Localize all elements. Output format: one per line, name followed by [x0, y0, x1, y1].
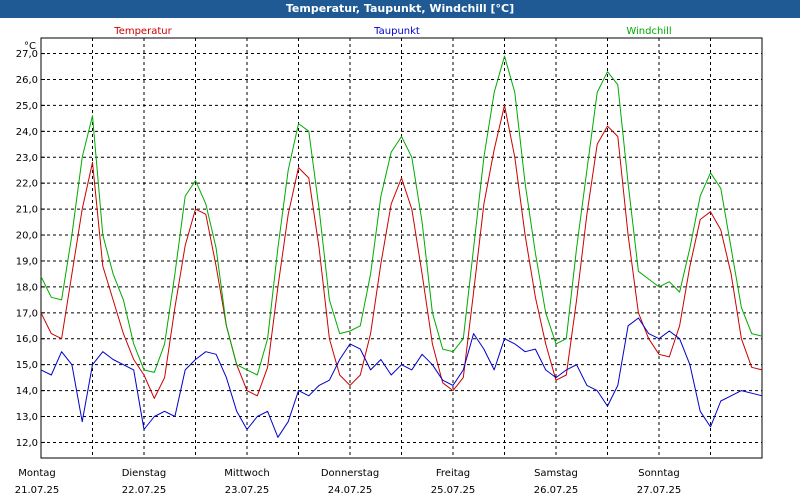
legend-item-temperatur: Temperatur — [113, 26, 172, 37]
x-date-label: 22.07.25 — [122, 485, 167, 496]
legend-item-taupunkt: Taupunkt — [373, 26, 420, 37]
line-chart: 12,0 13,0 14,0 15,0 16,0 17,0 18,0 19,0 20,0 21,0… — [15, 26, 763, 496]
grid — [41, 38, 762, 458]
y-tick-label: 13,0 — [16, 412, 38, 423]
legend-item-windchill: Windchill — [626, 26, 671, 37]
y-tick-label: 16,0 — [16, 334, 38, 345]
x-date-label: 27.07.25 — [637, 485, 682, 496]
chart-window-title: Temperatur, Taupunkt, Windchill [°C] — [0, 0, 800, 18]
y-tick-label: 24,0 — [16, 127, 38, 138]
y-tick-label: 21,0 — [16, 205, 38, 216]
y-tick-label: 15,0 — [16, 360, 38, 371]
y-tick-label: 27,0 — [16, 49, 38, 60]
legend: Temperatur Taupunkt Windchill — [113, 26, 671, 37]
series-line-taupunkt — [40, 317, 763, 438]
x-day-label: Dienstag — [122, 468, 167, 479]
y-tick-label: 26,0 — [16, 75, 38, 86]
y-tick-label: 23,0 — [16, 153, 38, 164]
x-day-label: Montag — [18, 468, 55, 479]
y-tick-label: 20,0 — [16, 231, 38, 242]
x-day-label: Sonntag — [638, 468, 680, 479]
y-axis-unit: °C — [24, 41, 36, 52]
x-date-label: 21.07.25 — [15, 485, 60, 496]
x-axis-labels: Montag 21.07.25 Dienstag 22.07.25 Mittwoch 23… — [15, 468, 682, 496]
y-tick-label: 12,0 — [16, 438, 38, 449]
x-date-label: 25.07.25 — [431, 485, 476, 496]
x-day-label: Mittwoch — [224, 468, 269, 479]
y-tick-label: 19,0 — [16, 256, 38, 267]
series-line-windchill — [40, 55, 763, 376]
series-line-temperatur — [40, 104, 763, 399]
x-date-label: 23.07.25 — [225, 485, 270, 496]
x-date-label: 24.07.25 — [328, 485, 373, 496]
y-tick-label: 14,0 — [16, 386, 38, 397]
x-day-label: Freitag — [436, 468, 470, 479]
x-day-label: Donnerstag — [321, 468, 379, 479]
y-tick-label: 25,0 — [16, 101, 38, 112]
y-tick-label: 18,0 — [16, 282, 38, 293]
x-date-label: 26.07.25 — [534, 485, 579, 496]
x-day-label: Samstag — [534, 468, 578, 479]
y-tick-label: 17,0 — [16, 308, 38, 319]
y-axis-ticks: 12,0 13,0 14,0 15,0 16,0 17,0 18,0 19,0 20,0 21,0… — [16, 49, 45, 449]
y-tick-label: 22,0 — [16, 179, 38, 190]
series-lines — [40, 55, 763, 438]
